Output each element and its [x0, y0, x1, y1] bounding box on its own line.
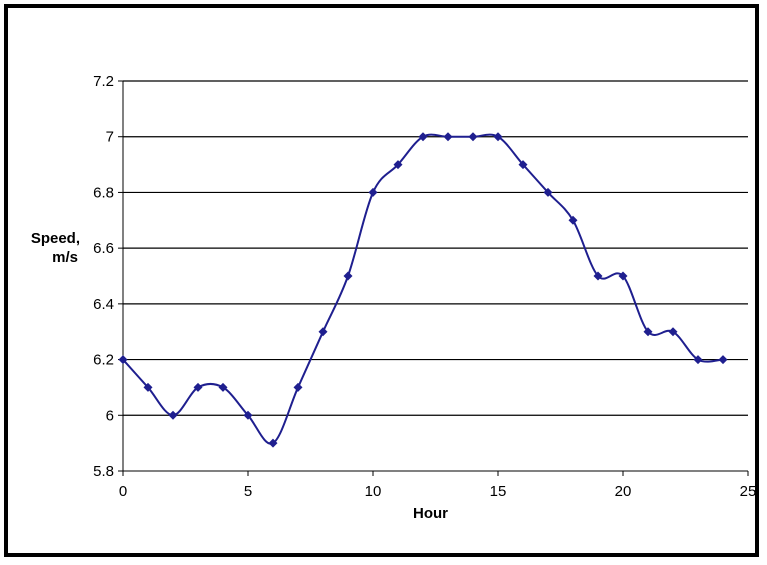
data-point [543, 187, 553, 197]
data-point [318, 327, 328, 337]
data-point [643, 327, 653, 337]
data-point [718, 355, 728, 365]
y-tick-label: 5.8 [93, 463, 114, 480]
x-tick-label: 25 [740, 483, 755, 500]
x-tick-label: 15 [490, 483, 507, 500]
data-point [293, 382, 303, 392]
tick-labels: 5.8 6 6.2 6.4 6.6 6.8 7 7.2 0 5 10 15 20 25 [93, 73, 755, 500]
data-point [193, 382, 203, 392]
x-tick-label: 20 [615, 483, 632, 500]
data-point [343, 271, 353, 281]
data-point [668, 327, 678, 337]
data-point [118, 355, 128, 365]
data-point [143, 382, 153, 392]
x-tick-label: 10 [365, 483, 382, 500]
data-point [268, 438, 278, 448]
y-axis-title-line-1: Speed, [31, 230, 80, 247]
y-tick-label: 7.2 [93, 73, 114, 90]
data-point [518, 160, 528, 170]
data-markers [118, 132, 728, 448]
y-tick-label: 6.8 [93, 184, 114, 201]
gridlines [123, 80, 748, 416]
y-tick-label: 6.2 [93, 352, 114, 369]
data-point [368, 187, 378, 197]
data-point [418, 132, 428, 142]
y-axis-title-line-2: m/s [52, 249, 78, 266]
data-point [593, 271, 603, 281]
data-point [218, 382, 228, 392]
x-axis-title: Hour [413, 505, 448, 522]
series-line [122, 133, 724, 445]
x-tick-label: 5 [244, 483, 252, 500]
chart-frame: 5.8 6 6.2 6.4 6.6 6.8 7 7.2 0 5 10 15 20 25 Hour Spee… [4, 4, 759, 557]
line-chart: 5.8 6 6.2 6.4 6.6 6.8 7 7.2 0 5 10 15 20 25 Hour Spee… [31, 73, 755, 522]
data-point [618, 271, 628, 281]
axes [118, 80, 749, 476]
data-point [393, 160, 403, 170]
data-point [168, 410, 178, 420]
data-point [243, 410, 253, 420]
data-point [443, 132, 453, 142]
data-point [468, 132, 478, 142]
y-tick-label: 6.4 [93, 296, 114, 313]
data-point [493, 132, 503, 142]
y-tick-label: 7 [106, 129, 114, 146]
x-tick-label: 0 [119, 483, 127, 500]
data-point [693, 355, 703, 365]
data-point [568, 215, 578, 225]
y-tick-label: 6 [106, 407, 114, 424]
y-tick-label: 6.6 [93, 240, 114, 257]
